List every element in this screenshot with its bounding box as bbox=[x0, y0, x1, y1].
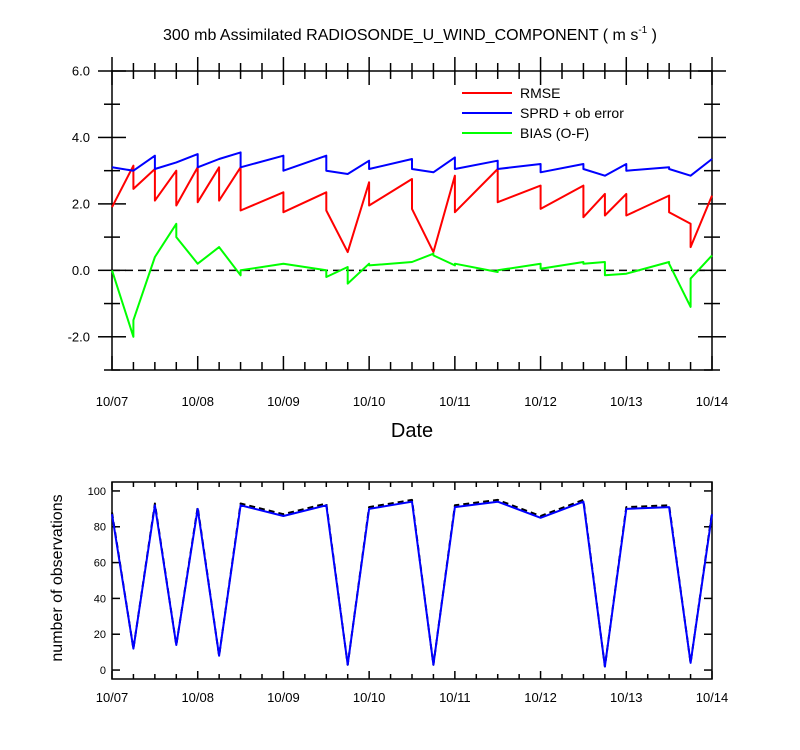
y-tick-label: 100 bbox=[88, 486, 106, 498]
y-tick-label: 6.0 bbox=[72, 64, 90, 79]
x-tick-label: 10/08 bbox=[181, 690, 214, 705]
chart-title-superscript: -1 bbox=[638, 25, 647, 36]
x-tick-label: 10/07 bbox=[96, 394, 129, 409]
y-tick-label: 80 bbox=[94, 522, 106, 534]
y-tick-label: 0.0 bbox=[72, 263, 90, 278]
x-tick-label: 10/10 bbox=[353, 394, 386, 409]
chart-title-main: 300 mb Assimilated RADIOSONDE_U_WIND_COM… bbox=[163, 27, 638, 44]
y-tick-label: 4.0 bbox=[72, 130, 90, 145]
chart-title-end: ) bbox=[647, 27, 657, 44]
top-y-tick-labels: -2.0 0.0 2.0 4.0 6.0 bbox=[68, 64, 90, 345]
top-plot-ticks bbox=[98, 57, 726, 371]
x-tick-label: 10/10 bbox=[353, 690, 386, 705]
legend-label: BIAS (O-F) bbox=[520, 125, 589, 141]
series-line-observations-used bbox=[111, 500, 713, 668]
y-axis-label-observations: number of observations bbox=[49, 494, 66, 661]
y-tick-label: -2.0 bbox=[68, 329, 90, 344]
legend-label: SPRD + ob error bbox=[520, 105, 624, 121]
legend-label: RMSE bbox=[520, 85, 560, 101]
series-line-observations-possible bbox=[111, 498, 713, 668]
x-tick-label: 10/13 bbox=[610, 690, 643, 705]
x-tick-label: 10/07 bbox=[96, 690, 129, 705]
series-line-sprd-ob-error bbox=[111, 151, 713, 177]
top-legend: RMSE SPRD + ob error BIAS (O-F) bbox=[462, 85, 624, 141]
y-tick-label: 2.0 bbox=[72, 197, 90, 212]
x-tick-label: 10/14 bbox=[696, 394, 729, 409]
bottom-y-tick-labels: 0 20 40 60 80 100 bbox=[88, 486, 106, 677]
bottom-plot-ticks bbox=[111, 482, 713, 679]
x-tick-label: 10/14 bbox=[696, 690, 729, 705]
x-tick-label: 10/12 bbox=[524, 394, 557, 409]
series-line-bias-o-f bbox=[111, 222, 713, 338]
y-tick-label: 20 bbox=[94, 629, 106, 641]
bottom-plot-frame bbox=[111, 481, 713, 680]
y-tick-label: 40 bbox=[94, 593, 106, 605]
x-tick-label: 10/09 bbox=[267, 690, 300, 705]
series-line-rmse bbox=[111, 164, 713, 254]
x-tick-label: 10/13 bbox=[610, 394, 643, 409]
x-tick-label: 10/11 bbox=[439, 690, 471, 705]
bottom-x-tick-labels: 10/07 10/08 10/09 10/10 10/11 10/12 10/13 10/14 bbox=[96, 690, 729, 705]
chart-title: 300 mb Assimilated RADIOSONDE_U_WIND_COM… bbox=[163, 25, 657, 44]
x-tick-label: 10/11 bbox=[439, 394, 471, 409]
y-tick-label: 0 bbox=[100, 665, 106, 677]
y-tick-label: 60 bbox=[94, 558, 106, 570]
x-tick-label: 10/12 bbox=[524, 690, 557, 705]
x-axis-label: Date bbox=[391, 420, 433, 442]
top-plot-series bbox=[111, 151, 713, 338]
top-x-tick-labels: 10/07 10/08 10/09 10/10 10/11 10/12 10/13 10/14 bbox=[96, 394, 729, 409]
x-tick-label: 10/09 bbox=[267, 394, 300, 409]
bottom-plot-series bbox=[111, 498, 713, 668]
x-tick-label: 10/08 bbox=[181, 394, 214, 409]
